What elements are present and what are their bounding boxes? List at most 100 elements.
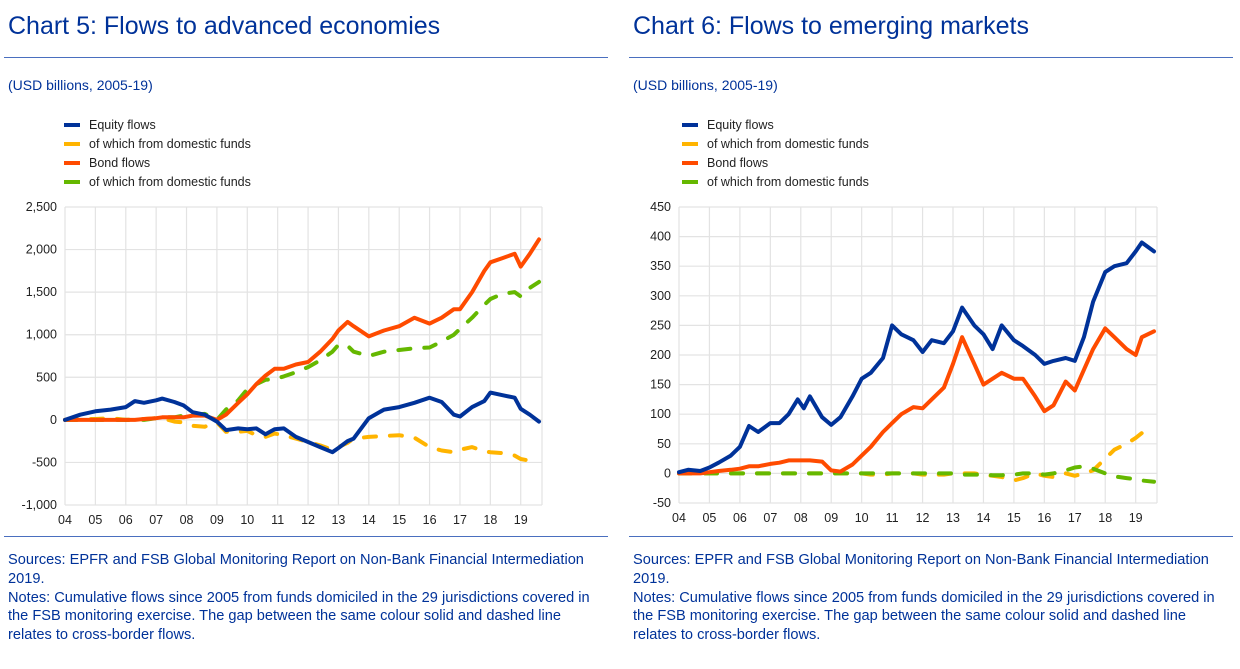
y-tick-label: 2,000 — [26, 243, 57, 257]
notes-divider — [629, 536, 1233, 537]
x-tick-label: 13 — [946, 511, 960, 525]
title-divider — [4, 57, 608, 58]
series-line-of-which-from-domestic-funds-bond — [63, 279, 541, 422]
x-tick-label: 16 — [423, 513, 437, 525]
y-tick-label: -500 — [32, 455, 57, 469]
sources-text: Sources: EPFR and FSB Global Monitoring … — [8, 552, 584, 587]
y-tick-label: 350 — [650, 259, 671, 273]
legend-item-equity: Equity flows — [64, 116, 251, 135]
x-tick-label: 05 — [88, 513, 102, 525]
x-tick-label: 06 — [119, 513, 133, 525]
x-tick-label: 15 — [392, 513, 406, 525]
legend-label: of which from domestic funds — [707, 174, 869, 189]
x-tick-label: 06 — [733, 511, 747, 525]
chart-title: Chart 5: Flows to advanced economies — [8, 12, 441, 40]
x-tick-label: 16 — [1037, 511, 1051, 525]
x-tick-label: 08 — [794, 511, 808, 525]
series-line-bond-flows — [63, 237, 541, 422]
x-tick-label: 18 — [483, 513, 497, 525]
x-tick-label: 17 — [1068, 511, 1082, 525]
legend-item-equity-domestic: of which from domestic funds — [64, 135, 251, 154]
y-tick-label: 2,500 — [26, 200, 57, 214]
y-tick-label: 500 — [36, 370, 57, 384]
y-tick-label: 100 — [650, 407, 671, 421]
y-tick-label: 150 — [650, 378, 671, 392]
x-tick-label: 07 — [763, 511, 777, 525]
chart-panel-advanced: Chart 5: Flows to advanced economies (US… — [0, 0, 608, 669]
legend-item-equity: Equity flows — [682, 116, 869, 135]
x-tick-label: 10 — [240, 513, 254, 525]
x-tick-label: 11 — [886, 511, 899, 525]
legend-item-bond: Bond flows — [64, 154, 251, 173]
x-tick-label: 09 — [210, 513, 224, 525]
chart-legend: Equity flows of which from domestic fund… — [682, 116, 869, 191]
series-line-of-which-from-domestic-funds-bond — [677, 464, 1156, 484]
x-tick-label: 07 — [149, 513, 163, 525]
legend-label: of which from domestic funds — [707, 137, 869, 152]
legend-item-equity-domestic: of which from domestic funds — [682, 135, 869, 154]
chart-subtitle: (USD billions, 2005-19) — [633, 77, 778, 93]
x-tick-label: 11 — [271, 513, 284, 525]
x-tick-label: 08 — [180, 513, 194, 525]
legend-item-bond: Bond flows — [682, 154, 869, 173]
legend-item-bond-domestic: of which from domestic funds — [64, 172, 251, 191]
x-tick-label: 18 — [1098, 511, 1112, 525]
chart-notes: Sources: EPFR and FSB Global Monitoring … — [8, 551, 608, 645]
chart-title: Chart 6: Flows to emerging markets — [633, 12, 1029, 40]
title-divider — [629, 57, 1233, 58]
chart-panel-emerging: Chart 6: Flows to emerging markets (USD … — [625, 0, 1233, 669]
series-line-equity-flows — [63, 390, 541, 455]
legend-swatch-icon — [64, 160, 80, 165]
chart-subtitle: (USD billions, 2005-19) — [8, 77, 153, 93]
y-tick-label: 0 — [50, 413, 57, 427]
x-tick-label: 14 — [362, 513, 376, 525]
legend-label: Equity flows — [89, 118, 156, 133]
x-tick-label: 12 — [916, 511, 930, 525]
legend-swatch-icon — [64, 179, 80, 184]
legend-swatch-icon — [64, 142, 80, 147]
legend-label: Bond flows — [89, 155, 151, 170]
x-tick-label: 13 — [331, 513, 345, 525]
chart-notes: Sources: EPFR and FSB Global Monitoring … — [633, 551, 1233, 645]
y-tick-label: -50 — [653, 496, 671, 510]
x-tick-label: 17 — [453, 513, 467, 525]
legend-swatch-icon — [682, 142, 698, 147]
legend-swatch-icon — [682, 179, 698, 184]
y-tick-label: 250 — [650, 318, 671, 332]
x-tick-label: 19 — [1129, 511, 1143, 525]
x-tick-label: 10 — [855, 511, 869, 525]
legend-swatch-icon — [64, 123, 80, 128]
y-tick-label: 50 — [657, 437, 671, 451]
y-tick-label: -1,000 — [22, 498, 57, 512]
legend-swatch-icon — [682, 123, 698, 128]
x-tick-label: 12 — [301, 513, 315, 525]
y-tick-label: 1,500 — [26, 285, 57, 299]
x-tick-label: 04 — [58, 513, 72, 525]
x-tick-label: 15 — [1007, 511, 1021, 525]
series-line-equity-flows — [677, 240, 1156, 475]
x-tick-label: 05 — [702, 511, 716, 525]
y-tick-label: 200 — [650, 348, 671, 362]
x-tick-label: 19 — [514, 513, 528, 525]
notes-text: Notes: Cumulative flows since 2005 from … — [8, 589, 590, 644]
y-tick-label: 450 — [650, 200, 671, 214]
series-line-bond-flows — [677, 326, 1156, 476]
y-tick-label: 300 — [650, 289, 671, 303]
y-tick-label: 400 — [650, 230, 671, 244]
y-tick-label: 0 — [664, 466, 671, 480]
y-tick-label: 1,000 — [26, 328, 57, 342]
chart-legend: Equity flows of which from domestic fund… — [64, 116, 251, 191]
legend-label: Bond flows — [707, 155, 769, 170]
x-tick-label: 14 — [977, 511, 991, 525]
notes-divider — [4, 536, 608, 537]
legend-label: Equity flows — [707, 118, 774, 133]
notes-text: Notes: Cumulative flows since 2005 from … — [633, 589, 1215, 644]
x-tick-label: 09 — [824, 511, 838, 525]
legend-label: of which from domestic funds — [89, 174, 251, 189]
x-tick-label: 04 — [672, 511, 686, 525]
legend-item-bond-domestic: of which from domestic funds — [682, 172, 869, 191]
legend-swatch-icon — [682, 160, 698, 165]
legend-label: of which from domestic funds — [89, 137, 251, 152]
